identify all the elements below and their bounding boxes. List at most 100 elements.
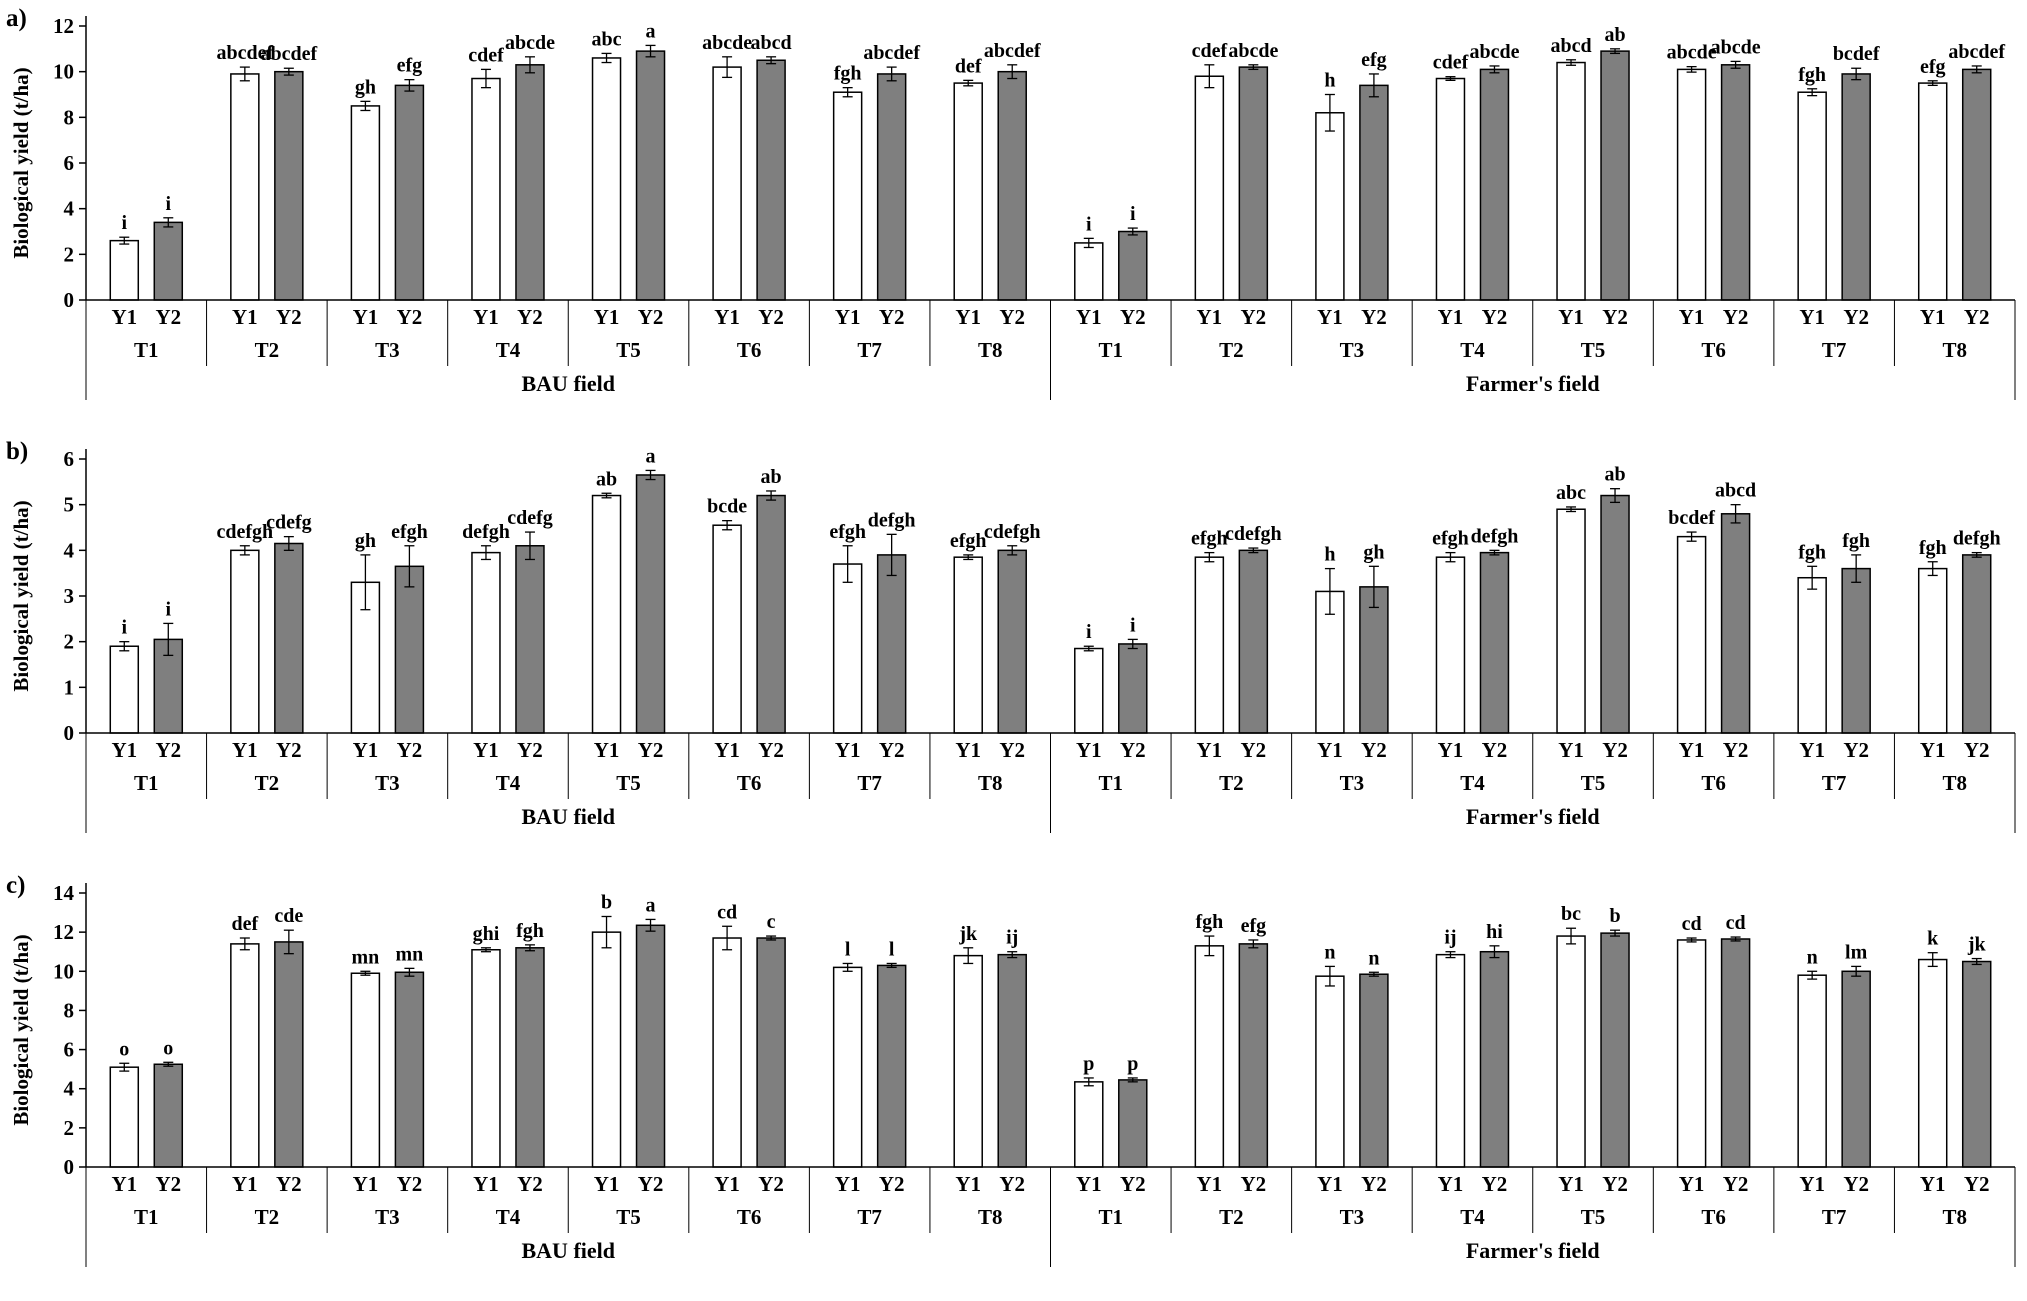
- series-label: Y2: [758, 1172, 784, 1196]
- bar-y1-t4: [1435, 556, 1466, 734]
- treatment-label: T5: [616, 338, 641, 362]
- bar-y2-t1: [1118, 230, 1148, 301]
- series-label: Y2: [1843, 305, 1869, 329]
- series-label: Y2: [758, 738, 784, 762]
- y-tick-label: 5: [64, 493, 75, 517]
- significance-label: l: [889, 938, 895, 960]
- significance-label: ij: [1006, 927, 1018, 949]
- bar-y1-t6: [1676, 68, 1707, 301]
- series-label: Y2: [879, 305, 905, 329]
- significance-label: ab: [596, 468, 617, 490]
- significance-label: abcdef: [1948, 41, 2005, 63]
- bar-y1-t3: [1315, 112, 1345, 301]
- treatment-label: T7: [1822, 1205, 1847, 1229]
- significance-label: ab: [1604, 464, 1625, 486]
- significance-label: efgh: [950, 530, 987, 552]
- bar-y1-t1: [109, 239, 140, 301]
- series-label: Y1: [353, 1172, 379, 1196]
- significance-label: fgh: [834, 63, 862, 85]
- treatment-label: T8: [978, 1205, 1003, 1229]
- series-label: Y2: [397, 738, 423, 762]
- significance-label: def: [232, 913, 259, 935]
- significance-label: ghi: [473, 923, 500, 945]
- significance-label: fgh: [1798, 64, 1826, 86]
- significance-label: a: [646, 445, 656, 467]
- series-label: Y1: [1076, 738, 1102, 762]
- series-label: Y1: [111, 1172, 137, 1196]
- series-label: Y2: [1723, 1172, 1749, 1196]
- series-label: Y1: [1920, 738, 1946, 762]
- treatment-label: T2: [1219, 338, 1244, 362]
- bar-y2-t1: [1118, 1079, 1148, 1168]
- significance-label: abcde: [702, 32, 752, 54]
- treatment-label: T6: [1701, 338, 1726, 362]
- series-label: Y2: [1120, 738, 1146, 762]
- bar-y2-t3: [394, 565, 425, 734]
- significance-label: cdef: [1192, 40, 1228, 62]
- significance-label: abc: [592, 28, 622, 50]
- series-label: Y1: [1558, 738, 1584, 762]
- significance-label: abcde: [1711, 36, 1761, 58]
- significance-label: defgh: [1471, 525, 1519, 547]
- series-label: Y2: [1964, 1172, 1990, 1196]
- treatment-label: T4: [1460, 771, 1485, 795]
- bar-y1-t5: [1556, 61, 1586, 301]
- significance-label: bcdef: [1833, 43, 1880, 65]
- bar-y2-t7: [876, 964, 907, 1168]
- y-tick-label: 8: [64, 105, 75, 129]
- significance-label: efgh: [391, 521, 428, 543]
- series-label: Y1: [1558, 305, 1584, 329]
- y-tick-label: 6: [64, 1038, 75, 1062]
- bar-y2-t4: [515, 947, 545, 1168]
- bar-y2-t2: [274, 941, 304, 1168]
- y-tick-label: 3: [64, 584, 75, 608]
- significance-label: cd: [1682, 913, 1702, 935]
- bar-y1-t2: [230, 73, 260, 301]
- series-label: Y2: [1602, 738, 1628, 762]
- series-label: Y1: [1558, 1172, 1584, 1196]
- significance-label: cd: [717, 901, 737, 923]
- treatment-label: T1: [134, 771, 159, 795]
- significance-label: efg: [1920, 56, 1946, 78]
- treatment-label: T5: [1581, 338, 1606, 362]
- bar-y1-t7: [832, 966, 863, 1168]
- y-tick-label: 6: [64, 447, 75, 471]
- series-label: Y2: [1602, 1172, 1628, 1196]
- significance-label: fgh: [1798, 541, 1826, 563]
- significance-label: b: [601, 891, 612, 913]
- significance-label: ab: [1604, 24, 1625, 46]
- bar-y2-t7: [1841, 567, 1871, 734]
- treatment-label: T1: [134, 1205, 159, 1229]
- significance-label: i: [166, 193, 172, 215]
- significance-label: jk: [958, 923, 978, 945]
- significance-label: cdefg: [266, 512, 312, 534]
- panel-letter: b): [6, 438, 28, 465]
- bar-y1-t2: [230, 943, 260, 1168]
- significance-label: cdefgh: [984, 521, 1041, 543]
- series-label: Y1: [955, 1172, 981, 1196]
- bar-y2-t8: [1961, 68, 1992, 301]
- series-label: Y1: [594, 305, 620, 329]
- y-tick-label: 0: [64, 288, 75, 312]
- treatment-label: T1: [134, 338, 159, 362]
- treatment-label: T3: [1340, 338, 1365, 362]
- bar-y2-t7: [876, 73, 907, 301]
- significance-label: cd: [1726, 912, 1746, 934]
- y-tick-label: 12: [53, 14, 74, 38]
- significance-label: b: [1609, 905, 1620, 927]
- treatment-label: T7: [857, 1205, 882, 1229]
- bar-y1-t8: [953, 82, 983, 301]
- series-label: Y2: [638, 738, 664, 762]
- series-label: Y2: [999, 305, 1025, 329]
- bar-y2-t4: [515, 545, 545, 734]
- significance-label: abcd: [1715, 480, 1756, 502]
- significance-label: fgh: [1842, 530, 1870, 552]
- bar-y1-t6: [712, 524, 742, 734]
- bar-y2-t5: [1600, 494, 1630, 734]
- treatment-label: T1: [1099, 771, 1124, 795]
- series-label: Y2: [879, 1172, 905, 1196]
- series-label: Y2: [397, 1172, 423, 1196]
- bar-y1-t4: [471, 551, 501, 734]
- series-label: Y1: [714, 1172, 740, 1196]
